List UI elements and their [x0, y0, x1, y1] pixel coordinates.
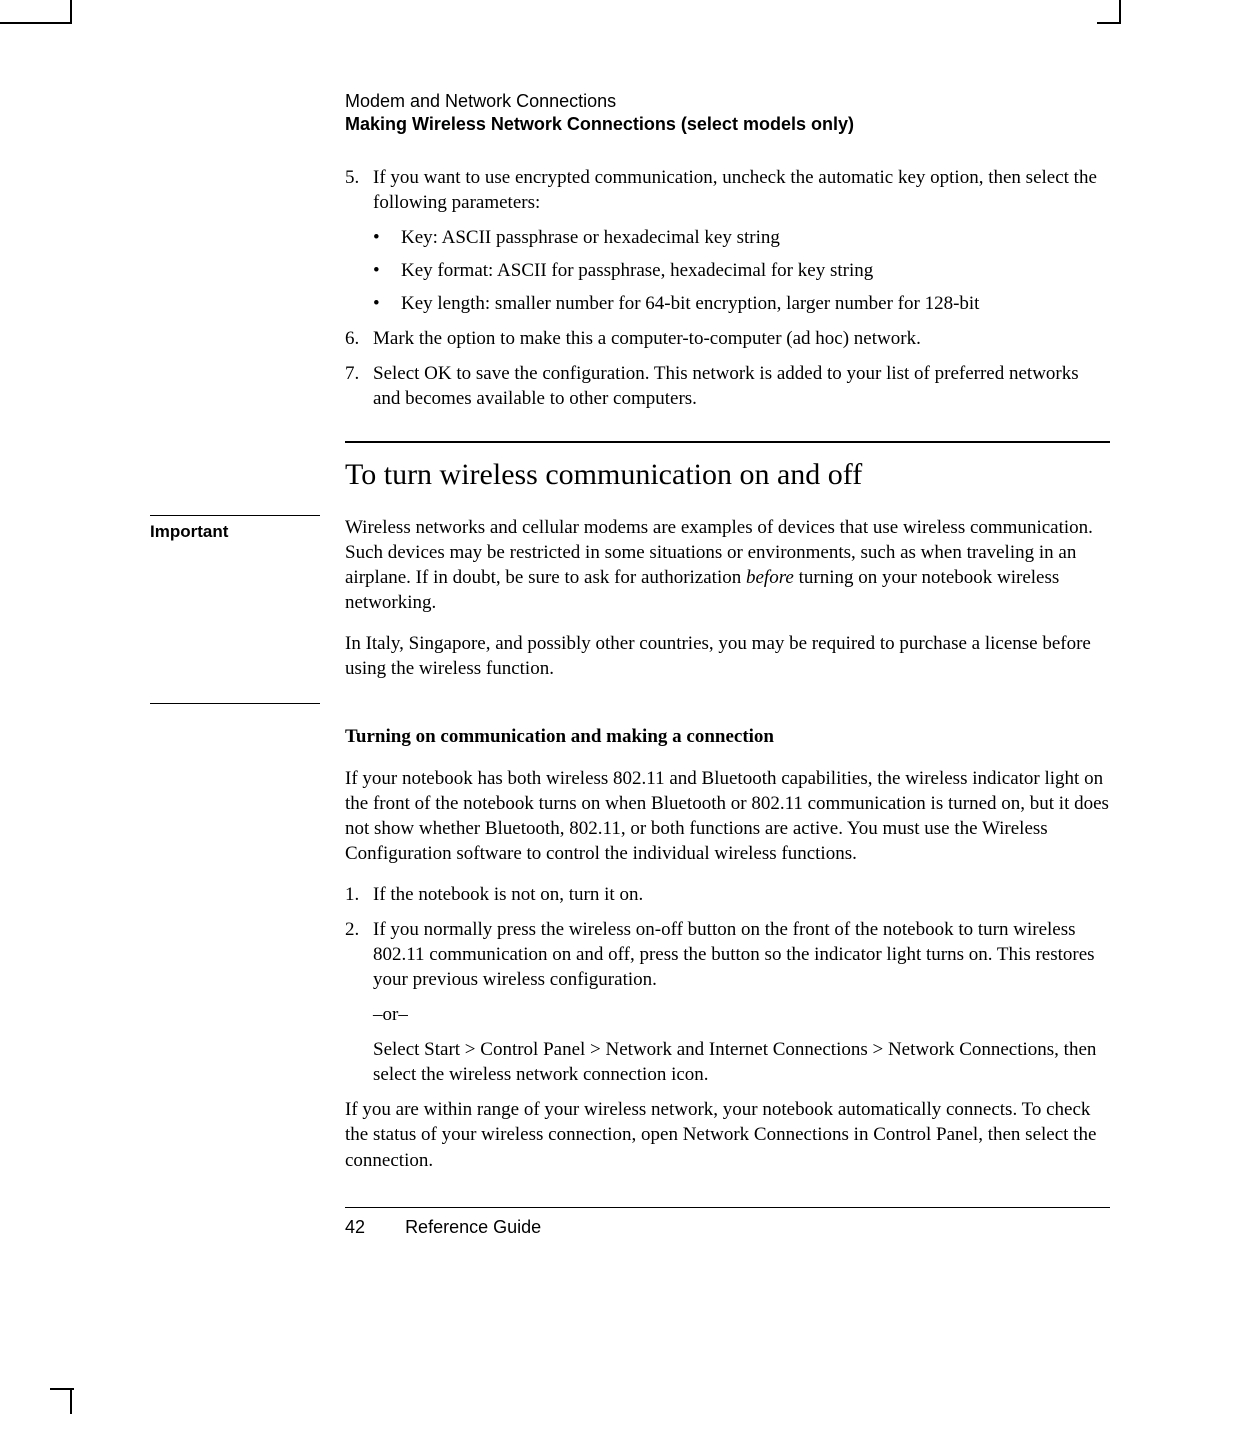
- crop-mark: [70, 1390, 72, 1414]
- important-rule: [150, 515, 320, 516]
- list-text: Mark the option to make this a computer-…: [373, 326, 1110, 351]
- alt-step: Select Start > Control Panel > Network a…: [373, 1037, 1110, 1087]
- important-closer: [150, 697, 1110, 704]
- important-para-2: In Italy, Singapore, and possibly other …: [345, 631, 1110, 681]
- bullet-item: • Key: ASCII passphrase or hexadecimal k…: [373, 225, 1110, 250]
- list-number: 6.: [345, 326, 373, 351]
- or-separator: –or–: [373, 1002, 1110, 1027]
- list-item-6: 6. Mark the option to make this a comput…: [345, 326, 1110, 351]
- list-number: 7.: [345, 361, 373, 411]
- bullet-list: • Key: ASCII passphrase or hexadecimal k…: [345, 225, 1110, 316]
- list-text: If the notebook is not on, turn it on.: [373, 882, 1110, 907]
- important-text: Wireless networks and cellular modems ar…: [345, 515, 1110, 697]
- list-item-1: 1. If the notebook is not on, turn it on…: [345, 882, 1110, 907]
- page: Modem and Network Connections Making Wir…: [0, 0, 1251, 1448]
- list-item-2: 2. If you normally press the wireless on…: [345, 917, 1110, 992]
- header-chapter: Modem and Network Connections: [345, 90, 1110, 113]
- turning-on-block: Turning on communication and making a co…: [345, 724, 1110, 1239]
- bullet-item: • Key format: ASCII for passphrase, hexa…: [373, 258, 1110, 283]
- sidebar: Important: [150, 515, 345, 697]
- subheading: Turning on communication and making a co…: [345, 724, 1110, 749]
- paragraph: If your notebook has both wireless 802.1…: [345, 766, 1110, 866]
- sidebar: [150, 697, 345, 704]
- text-italic: before: [746, 567, 794, 588]
- important-rule: [150, 703, 320, 704]
- bullet-icon: •: [373, 225, 401, 250]
- crop-mark: [1097, 22, 1121, 24]
- list-text: If you normally press the wireless on-of…: [373, 917, 1110, 992]
- list-number: 2.: [345, 917, 373, 992]
- bullet-text: Key: ASCII passphrase or hexadecimal key…: [401, 225, 1110, 250]
- spacer: [345, 697, 1110, 704]
- crop-mark: [1119, 0, 1121, 24]
- crop-mark: [70, 0, 72, 24]
- important-label: Important: [150, 522, 345, 542]
- footer: 42 Reference Guide: [345, 1216, 1110, 1240]
- section-rule: [345, 441, 1110, 443]
- important-block: Important Wireless networks and cellular…: [150, 515, 1110, 697]
- paragraph: If you are within range of your wireless…: [345, 1097, 1110, 1172]
- list-number: 5.: [345, 165, 373, 215]
- content-area: Modem and Network Connections Making Wir…: [150, 90, 1110, 1239]
- list-text: Select OK to save the configuration. Thi…: [373, 361, 1110, 411]
- list-number: 1.: [345, 882, 373, 907]
- footer-label: Reference Guide: [405, 1217, 541, 1237]
- section-title: To turn wireless communication on and of…: [345, 455, 1110, 495]
- crop-mark: [0, 22, 70, 24]
- bullet-item: • Key length: smaller number for 64-bit …: [373, 291, 1110, 316]
- bullet-icon: •: [373, 291, 401, 316]
- bullet-text: Key format: ASCII for passphrase, hexade…: [401, 258, 1110, 283]
- bullet-text: Key length: smaller number for 64-bit en…: [401, 291, 1110, 316]
- running-header: Modem and Network Connections Making Wir…: [345, 90, 1110, 137]
- bullet-icon: •: [373, 258, 401, 283]
- list-item-7: 7. Select OK to save the configuration. …: [345, 361, 1110, 411]
- footer-rule: [345, 1207, 1110, 1208]
- body-top: 5. If you want to use encrypted communic…: [345, 165, 1110, 495]
- list-text: If you want to use encrypted communicati…: [373, 165, 1110, 215]
- header-section: Making Wireless Network Connections (sel…: [345, 113, 1110, 136]
- page-number: 42: [345, 1217, 365, 1237]
- important-para-1: Wireless networks and cellular modems ar…: [345, 515, 1110, 615]
- list-item-5: 5. If you want to use encrypted communic…: [345, 165, 1110, 215]
